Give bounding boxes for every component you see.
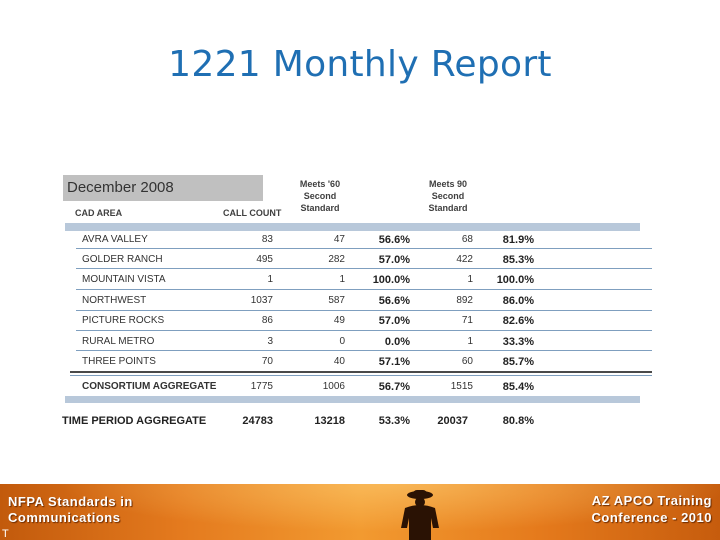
slide-title: 1221 Monthly Report bbox=[168, 44, 552, 85]
cell-p90: 85.3% bbox=[502, 254, 534, 266]
footer-left-text: NFPA Standards in Communications bbox=[8, 494, 133, 526]
row-divider bbox=[76, 350, 652, 351]
cell-p60: 56.6% bbox=[378, 295, 410, 307]
consortium-row: CONSORTIUM AGGREGATE 1775 1006 56.7% 151… bbox=[0, 377, 720, 397]
report-month: December 2008 bbox=[63, 175, 263, 201]
cell-area: MOUNTAIN VISTA bbox=[82, 274, 166, 285]
consortium-calls: 1775 bbox=[250, 381, 273, 392]
time-period-calls: 24783 bbox=[242, 415, 273, 427]
cell-m60: 282 bbox=[328, 254, 345, 265]
footer-banner bbox=[0, 484, 720, 540]
cell-p90: 81.9% bbox=[502, 234, 534, 246]
header-meets-90-line3: Standard bbox=[428, 203, 468, 213]
consortium-p90: 85.4% bbox=[502, 381, 534, 393]
row-divider bbox=[76, 268, 652, 269]
row-divider bbox=[76, 310, 652, 311]
cell-p90: 82.6% bbox=[502, 315, 534, 327]
flame-overlay bbox=[0, 484, 720, 540]
consortium-m60: 1006 bbox=[322, 381, 345, 392]
footer-left-line1: NFPA Standards in bbox=[8, 494, 133, 509]
header-meets-90-line1: Meets 90 bbox=[428, 179, 468, 189]
time-period-m90: 20037 bbox=[437, 415, 468, 427]
row-divider bbox=[76, 330, 652, 331]
footer-fragment: T bbox=[2, 528, 9, 540]
cell-p60: 57.0% bbox=[378, 315, 410, 327]
footer-divider-band bbox=[65, 396, 640, 403]
cell-p60: 57.0% bbox=[378, 254, 410, 266]
cell-calls: 83 bbox=[261, 234, 273, 245]
cell-m60: 49 bbox=[333, 315, 345, 326]
firefighter-silhouette-icon bbox=[401, 490, 439, 540]
cell-m90: 422 bbox=[456, 254, 473, 265]
cell-area: GOLDER RANCH bbox=[82, 254, 163, 265]
header-divider-band bbox=[65, 223, 640, 231]
time-period-p60: 53.3% bbox=[378, 415, 410, 427]
cell-p90: 100.0% bbox=[496, 274, 534, 286]
table-row: GOLDER RANCH 495 282 57.0% 422 85.3% bbox=[0, 250, 720, 270]
cell-m90: 71 bbox=[461, 315, 473, 326]
cell-m60: 40 bbox=[333, 356, 345, 367]
header-cad-area: CAD AREA bbox=[75, 208, 123, 218]
time-period-row: TIME PERIOD AGGREGATE 24783 13218 53.3% … bbox=[0, 411, 720, 431]
cell-calls: 70 bbox=[261, 356, 273, 367]
footer-right-line2: Conference - 2010 bbox=[591, 510, 712, 525]
consortium-m90: 1515 bbox=[450, 381, 473, 392]
cell-m90: 60 bbox=[461, 356, 473, 367]
row-divider bbox=[76, 248, 652, 249]
cell-p60: 0.0% bbox=[384, 336, 410, 348]
cell-area: NORTHWEST bbox=[82, 295, 147, 306]
table-row: MOUNTAIN VISTA 1 1 100.0% 1 100.0% bbox=[0, 270, 720, 290]
cell-area: RURAL METRO bbox=[82, 336, 155, 347]
cell-p90: 85.7% bbox=[502, 356, 534, 368]
consortium-area: CONSORTIUM AGGREGATE bbox=[82, 381, 217, 392]
cell-area: PICTURE ROCKS bbox=[82, 315, 165, 326]
cell-p60: 57.1% bbox=[378, 356, 410, 368]
header-call-count: CALL COUNT bbox=[223, 208, 282, 218]
header-meets-90: Meets 90 Second Standard bbox=[418, 178, 478, 214]
cell-area: THREE POINTS bbox=[82, 356, 156, 367]
table-row: AVRA VALLEY 83 47 56.6% 68 81.9% bbox=[0, 230, 720, 250]
header-meets-60-line1: Meets '60 bbox=[299, 179, 341, 189]
header-meets-60-line2: Second bbox=[303, 191, 337, 201]
aggregate-divider-thin bbox=[70, 375, 652, 376]
footer-right-text: AZ APCO Training Conference - 2010 bbox=[592, 492, 713, 526]
cell-m90: 68 bbox=[461, 234, 473, 245]
time-period-area: TIME PERIOD AGGREGATE bbox=[62, 415, 207, 427]
row-divider bbox=[76, 289, 652, 290]
header-meets-90-line2: Second bbox=[431, 191, 465, 201]
cell-m90: 892 bbox=[456, 295, 473, 306]
cell-m60: 47 bbox=[333, 234, 345, 245]
time-period-p90: 80.8% bbox=[502, 415, 534, 427]
cell-p90: 86.0% bbox=[502, 295, 534, 307]
cell-calls: 1 bbox=[267, 274, 273, 285]
footer-right-line1: AZ APCO Training bbox=[591, 493, 712, 508]
aggregate-divider bbox=[70, 371, 652, 373]
table-row: RURAL METRO 3 0 0.0% 1 33.3% bbox=[0, 332, 720, 352]
cell-area: AVRA VALLEY bbox=[82, 234, 148, 245]
cell-m90: 1 bbox=[467, 336, 473, 347]
cell-m60: 1 bbox=[339, 274, 345, 285]
cell-p60: 56.6% bbox=[378, 234, 410, 246]
header-meets-60-line3: Standard bbox=[300, 203, 340, 213]
consortium-p60: 56.7% bbox=[378, 381, 410, 393]
header-meets-60: Meets '60 Second Standard bbox=[290, 178, 350, 214]
table-row: THREE POINTS 70 40 57.1% 60 85.7% bbox=[0, 352, 720, 372]
cell-m60: 587 bbox=[328, 295, 345, 306]
cell-p60: 100.0% bbox=[372, 274, 410, 286]
cell-m60: 0 bbox=[339, 336, 345, 347]
cell-calls: 1037 bbox=[250, 295, 273, 306]
cell-calls: 3 bbox=[267, 336, 273, 347]
cell-m90: 1 bbox=[467, 274, 473, 285]
cell-p90: 33.3% bbox=[502, 336, 534, 348]
footer-left-line2: Communications bbox=[8, 510, 121, 525]
table-row: NORTHWEST 1037 587 56.6% 892 86.0% bbox=[0, 291, 720, 311]
time-period-m60: 13218 bbox=[314, 415, 345, 427]
table-row: PICTURE ROCKS 86 49 57.0% 71 82.6% bbox=[0, 311, 720, 331]
cell-calls: 86 bbox=[261, 315, 273, 326]
cell-calls: 495 bbox=[256, 254, 273, 265]
